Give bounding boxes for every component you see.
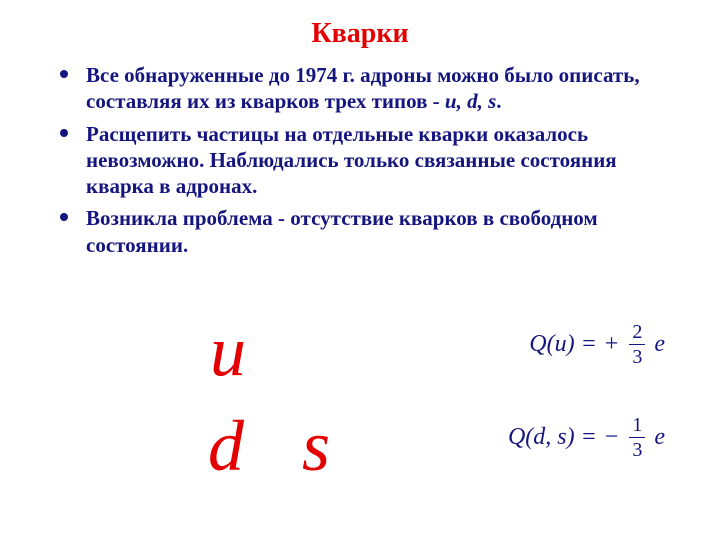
bullet-item: Расщепить частицы на отдельные кварки ок…	[60, 121, 680, 200]
bullet-dot-icon	[60, 70, 68, 78]
bullet-dot-icon	[60, 213, 68, 221]
bullet-text: Возникла проблема - отсутствие кварков в…	[86, 206, 598, 256]
numerator: 1	[629, 415, 645, 438]
formula-sign: −	[605, 424, 619, 451]
bullet-item: Все обнаруженные до 1974 г. адроны можно…	[60, 62, 680, 115]
fraction: 1 3	[629, 415, 645, 460]
formula-lhs: Q(d, s) =	[508, 424, 597, 451]
formula-qds: Q(d, s) = − 1 3 e	[508, 415, 665, 460]
formula-qu: Q(u) = + 2 3 e	[529, 322, 665, 367]
denominator: 3	[629, 438, 645, 460]
bullet-dot-icon	[60, 129, 68, 137]
formula-rhs: e	[654, 424, 665, 451]
slide-title: Кварки	[0, 0, 720, 62]
numerator: 2	[629, 322, 645, 345]
bullet-suffix: .	[496, 89, 501, 113]
bullet-item: Возникла проблема - отсутствие кварков в…	[60, 205, 680, 258]
formula-lhs: Q(u) =	[529, 331, 597, 358]
formula-rhs: e	[654, 331, 665, 358]
quark-s-symbol: s	[302, 405, 330, 488]
bullet-italic: u, d, s	[445, 89, 496, 113]
bullet-text: Расщепить частицы на отдельные кварки ок…	[86, 122, 617, 199]
bullet-list: Все обнаруженные до 1974 г. адроны можно…	[0, 62, 720, 258]
denominator: 3	[629, 345, 645, 367]
formula-sign: +	[605, 331, 619, 358]
quark-u-symbol: u	[210, 310, 246, 393]
fraction: 2 3	[629, 322, 645, 367]
quark-d-symbol: d	[208, 405, 244, 488]
bullet-text: Все обнаруженные до 1974 г. адроны можно…	[86, 63, 640, 113]
